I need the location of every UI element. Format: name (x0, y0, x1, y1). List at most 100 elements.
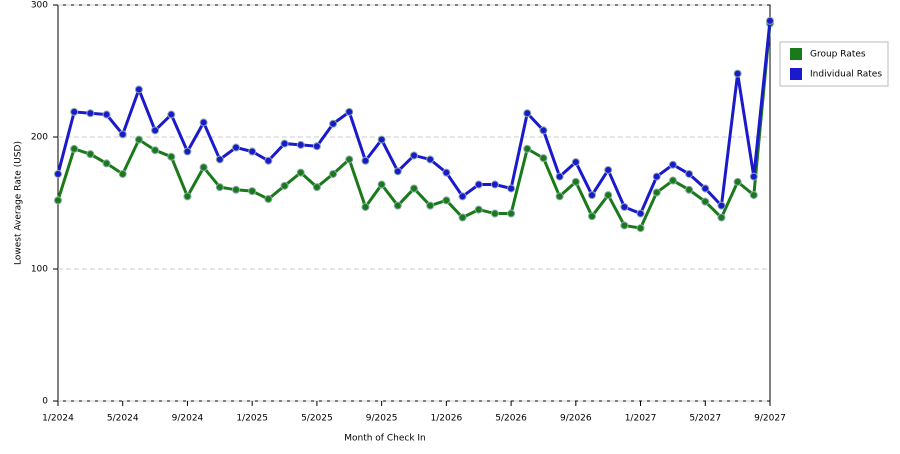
y-tick-label: 0 (42, 397, 48, 407)
data-point (86, 150, 95, 159)
y-tick-label: 300 (31, 1, 48, 11)
data-point (134, 135, 143, 144)
x-tick-label: 5/2026 (495, 414, 527, 424)
data-point (539, 154, 548, 163)
data-point (264, 195, 273, 204)
data-point (668, 176, 677, 185)
x-tick-label: 5/2025 (301, 414, 333, 424)
x-tick-label: 5/2027 (689, 414, 721, 424)
data-point (490, 209, 499, 218)
data-point (296, 140, 305, 149)
data-point (539, 126, 548, 135)
data-point (555, 172, 564, 181)
data-point (701, 197, 710, 206)
data-point (426, 201, 435, 210)
data-point (102, 110, 111, 119)
data-point (652, 188, 661, 197)
data-point (329, 119, 338, 128)
data-point (102, 159, 111, 168)
data-point (620, 202, 629, 211)
data-point (507, 184, 516, 193)
data-point (458, 213, 467, 222)
data-point (118, 130, 127, 139)
data-point (167, 110, 176, 119)
data-point (70, 144, 79, 153)
data-point (442, 196, 451, 205)
x-tick-label: 9/2027 (754, 414, 786, 424)
series-line (56, 23, 772, 230)
legend-label: Individual Rates (810, 70, 882, 80)
x-tick-label: 1/2025 (236, 414, 268, 424)
data-point (70, 107, 79, 116)
y-tick-label: 200 (31, 133, 48, 143)
data-point (685, 185, 694, 194)
x-tick-label: 9/2025 (366, 414, 398, 424)
data-point (490, 180, 499, 189)
data-point (701, 184, 710, 193)
data-point (474, 205, 483, 214)
x-tick-label: 9/2026 (560, 414, 592, 424)
data-point (410, 184, 418, 193)
data-point (507, 209, 516, 218)
data-point (668, 160, 677, 169)
data-point (183, 192, 192, 201)
legend-label: Group Rates (810, 50, 866, 60)
data-point (749, 191, 758, 200)
data-point (232, 185, 240, 194)
data-point (345, 107, 354, 116)
data-point (86, 109, 95, 118)
data-point (604, 166, 613, 174)
data-point (199, 118, 208, 127)
data-point (54, 169, 62, 178)
data-point (766, 16, 774, 25)
data-point (312, 183, 321, 192)
y-axis-label: Lowest Average Rate (USD) (14, 141, 24, 265)
data-point (329, 169, 338, 178)
data-point (361, 156, 370, 165)
data-point (54, 196, 62, 205)
data-point (118, 169, 127, 178)
data-point (636, 209, 645, 218)
data-point (620, 221, 629, 230)
x-tick-label: 1/2026 (431, 414, 463, 424)
x-tick-label: 5/2024 (107, 414, 139, 424)
data-point (361, 202, 370, 211)
data-point (636, 224, 645, 233)
data-point (458, 192, 467, 201)
data-point (426, 155, 435, 164)
data-point (442, 168, 451, 177)
data-point (345, 155, 354, 164)
x-tick-label: 1/2027 (625, 414, 657, 424)
data-point (264, 156, 273, 165)
data-point (410, 151, 418, 160)
data-point (199, 163, 208, 172)
data-point (232, 143, 240, 152)
data-point (151, 126, 160, 135)
data-point (733, 177, 742, 186)
data-point (167, 152, 176, 161)
data-point (717, 213, 726, 222)
data-point (523, 109, 532, 118)
legend-swatch (790, 48, 802, 60)
data-point (588, 191, 596, 200)
data-point (685, 169, 694, 178)
data-point (215, 155, 224, 164)
y-tick-label: 100 (31, 265, 48, 275)
x-tick-label: 9/2024 (172, 414, 204, 424)
data-point (248, 187, 257, 196)
legend-swatch (790, 68, 802, 80)
data-point (296, 168, 305, 177)
x-axis-label: Month of Check In (344, 434, 426, 444)
data-point (280, 139, 289, 148)
data-point (717, 201, 726, 210)
data-point (604, 191, 613, 200)
data-point (183, 147, 192, 156)
data-point (215, 183, 224, 192)
data-point (733, 69, 742, 78)
data-point (134, 85, 143, 94)
data-point (377, 180, 386, 189)
data-point (393, 201, 402, 210)
data-point (474, 180, 483, 189)
data-point (571, 177, 580, 186)
data-point (523, 144, 532, 153)
